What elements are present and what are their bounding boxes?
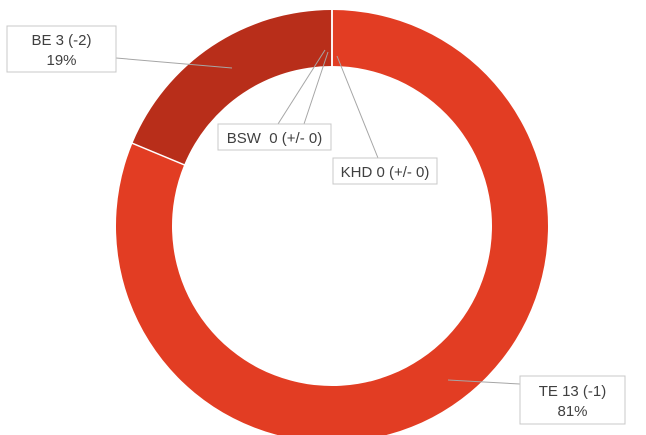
slice-be: [132, 10, 332, 165]
separator-be: [131, 142, 186, 166]
khd-label: KHD 0 (+/- 0): [341, 164, 430, 181]
bsw-label: BSW 0 (+/- 0): [227, 130, 322, 147]
leader-line-bsw-2: [303, 51, 329, 125]
te-label-line2: 81%: [557, 403, 587, 420]
leader-line-khd: [336, 55, 379, 159]
slices-group: [115, 10, 548, 435]
leader-line-be: [115, 57, 233, 69]
separators-group: [131, 9, 333, 166]
data-label-te: TE 13 (-1) 81%: [519, 375, 626, 425]
data-label-khd: KHD 0 (+/- 0): [332, 157, 438, 185]
data-label-bsw: BSW 0 (+/- 0): [217, 123, 332, 151]
data-label-be: BE 3 (-2) 19%: [6, 25, 117, 73]
be-label-line2: 19%: [46, 52, 76, 69]
be-label-line1: BE 3 (-2): [31, 32, 91, 49]
leader-line-te: [447, 379, 521, 385]
te-label-line1: TE 13 (-1): [539, 383, 607, 400]
leader-line-bsw: [277, 49, 326, 125]
